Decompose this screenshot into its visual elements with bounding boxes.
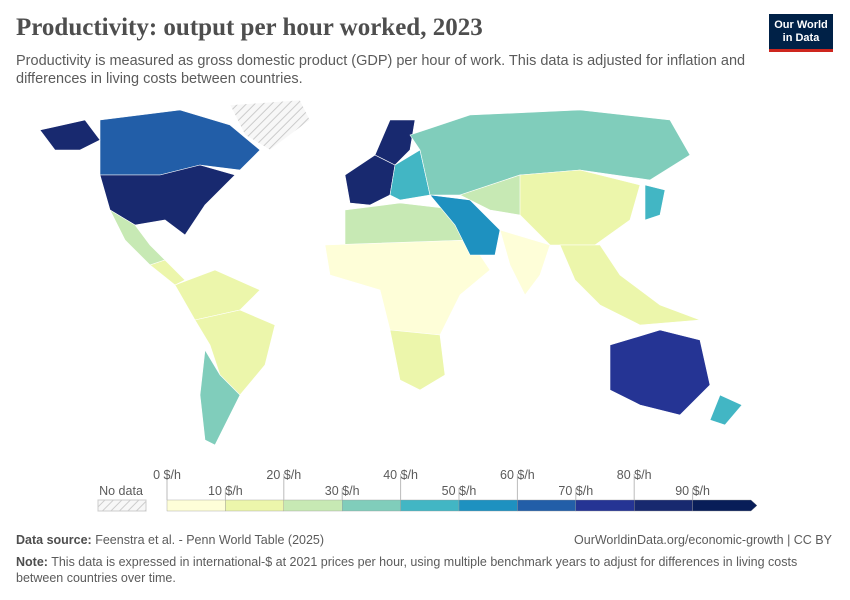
legend-bin-0 [166, 499, 226, 512]
region-greenland[interactable] [229, 99, 311, 151]
legend-label: 0 $/h [153, 468, 181, 482]
legend-label: 10 $/h [208, 484, 243, 498]
legend-bin-4 [400, 499, 460, 512]
note-text: This data is expressed in international-… [16, 555, 798, 585]
region-india[interactable] [499, 229, 551, 296]
legend-bar [97, 474, 758, 512]
legend-bin-3 [342, 499, 401, 512]
legend-bin-2 [283, 499, 343, 512]
logo-text: Our World in Data [774, 19, 828, 44]
legend-label: 70 $/h [558, 484, 594, 498]
source-url[interactable]: OurWorldinData.org/economic-growth | CC … [574, 533, 832, 547]
region-western-europe[interactable] [344, 154, 396, 206]
region-australia[interactable] [609, 329, 711, 416]
region-central-america[interactable] [149, 259, 186, 286]
legend-label: 40 $/h [383, 468, 418, 482]
region-south-america-north[interactable] [174, 269, 261, 321]
region-china[interactable] [519, 169, 641, 246]
region-eastern-europe[interactable] [389, 149, 431, 201]
region-sub-saharan-africa[interactable] [324, 239, 491, 336]
subtitle: Productivity is measured as gross domest… [16, 53, 746, 87]
region-brazil[interactable] [194, 309, 276, 396]
source-label: Data source: [16, 533, 92, 547]
region-argentina-chile[interactable] [199, 349, 241, 446]
legend-no-data-swatch [97, 499, 147, 512]
data-source: Data source: Feenstra et al. - Penn Worl… [16, 533, 324, 547]
legend-bin-6 [517, 499, 577, 512]
note-label: Note: [16, 555, 48, 569]
region-japan[interactable] [644, 184, 666, 221]
world-map [39, 99, 743, 446]
legend-label: 80 $/h [616, 468, 652, 482]
legend-label: 50 $/h [441, 484, 477, 498]
note: Note: This data is expressed in internat… [16, 554, 831, 586]
legend-label: 90 $/h [675, 484, 710, 498]
legend-bin-8 [634, 499, 693, 512]
legend: No data 0 $/h 20 $/h 40 $/h 60 $/h 80 $/h 10 … [0, 460, 850, 520]
legend-bin-5 [458, 499, 518, 512]
region-alaska[interactable] [39, 119, 101, 151]
owid-logo[interactable]: Our World in Data [769, 14, 833, 52]
legend-label: 20 $/h [266, 468, 302, 482]
region-canada[interactable] [99, 109, 261, 176]
legend-bin-7 [575, 499, 635, 512]
source-text[interactable]: Feenstra et al. - Penn World Table (2025… [91, 533, 325, 547]
legend-no-data-label: No data [99, 484, 143, 498]
region-southern-africa[interactable] [389, 329, 446, 391]
region-russia[interactable] [409, 109, 691, 196]
legend-label: 30 $/h [324, 484, 360, 498]
region-new-zealand[interactable] [709, 394, 743, 426]
legend-bin-9 [692, 499, 758, 512]
region-southeast-asia[interactable] [559, 244, 701, 326]
legend-label: 60 $/h [500, 468, 535, 482]
page-title: Productivity: output per hour worked, 20… [16, 14, 483, 41]
legend-bin-1 [225, 499, 284, 512]
